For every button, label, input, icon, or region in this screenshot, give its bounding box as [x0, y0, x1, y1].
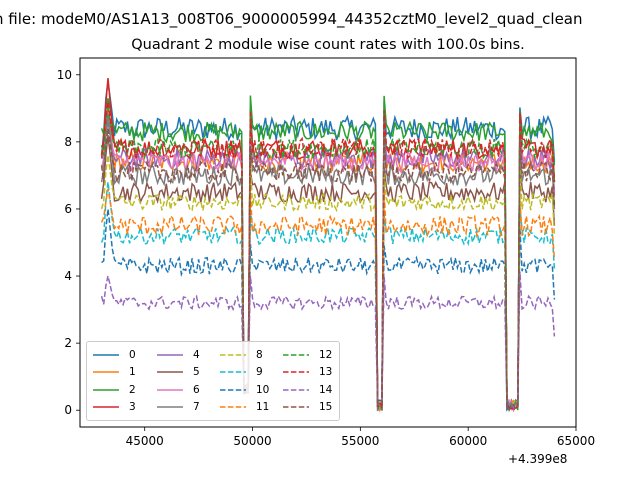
legend-label: 2 [129, 383, 136, 396]
series-line-0 [100, 81, 556, 410]
legend-label: 4 [193, 348, 200, 361]
legend-swatch [220, 354, 246, 356]
legend-entry-15: 15 [283, 399, 332, 417]
legend-entry-9: 9 [220, 364, 269, 382]
legend-swatch [157, 406, 183, 408]
series-line-15 [100, 128, 556, 412]
x-tick-label: 45000 [126, 434, 164, 448]
series-line-5 [100, 135, 556, 411]
series-line-10 [101, 208, 556, 412]
legend-swatch [157, 371, 183, 373]
x-tick-label: 55000 [341, 434, 379, 448]
y-tick-label: 6 [64, 202, 72, 216]
legend-swatch [157, 389, 183, 391]
legend-label: 11 [256, 401, 270, 414]
legend-entry-8: 8 [220, 346, 269, 364]
legend-swatch [93, 406, 119, 408]
legend-swatch [283, 354, 309, 356]
legend-entry-0: 0 [93, 346, 136, 364]
chart-title: Quadrant 2 module wise count rates with … [131, 37, 525, 53]
legend-swatch [93, 371, 119, 373]
legend-swatch [157, 354, 183, 356]
legend-label: 1 [129, 366, 136, 379]
x-tick-label: 60000 [449, 434, 487, 448]
legend-label: 14 [319, 383, 333, 396]
chart-legend: 0 1 2 3 4 5 6 7 8 9 10 11 12 13 14 15 [86, 341, 340, 421]
series-line-12 [100, 108, 556, 411]
legend-entry-12: 12 [283, 346, 332, 364]
legend-swatch [220, 371, 246, 373]
x-axis-offset-label: +4.399e8 [508, 452, 568, 466]
legend-swatch [93, 389, 119, 391]
legend-entry-6: 6 [157, 381, 200, 399]
legend-entry-13: 13 [283, 364, 332, 382]
legend-entry-10: 10 [220, 381, 269, 399]
legend-swatch [283, 389, 309, 391]
legend-entry-4: 4 [157, 346, 200, 364]
legend-column: 12 13 14 15 [283, 346, 332, 416]
series-line-13 [100, 101, 556, 411]
y-tick-label: 8 [64, 135, 72, 149]
y-tick-label: 10 [57, 68, 72, 82]
legend-swatch [283, 406, 309, 408]
legend-label: 3 [129, 401, 136, 414]
legend-label: 6 [193, 383, 200, 396]
legend-label: 0 [129, 348, 136, 361]
legend-swatch [93, 354, 119, 356]
legend-label: 5 [193, 366, 200, 379]
legend-entry-1: 1 [93, 364, 136, 382]
legend-column: 8 9 10 11 [220, 346, 269, 416]
legend-swatch [220, 406, 246, 408]
legend-swatch [220, 389, 246, 391]
legend-label: 8 [256, 348, 263, 361]
series-line-8 [100, 155, 556, 411]
series-line-2 [100, 95, 556, 411]
legend-entry-5: 5 [157, 364, 200, 382]
series-layer [100, 78, 556, 413]
x-tick-label: 65000 [557, 434, 595, 448]
series-line-14 [100, 271, 556, 412]
legend-entry-7: 7 [157, 399, 200, 417]
legend-label: 13 [319, 366, 333, 379]
y-tick-label: 0 [64, 403, 72, 417]
legend-label: 9 [256, 366, 263, 379]
x-tick-label: 50000 [233, 434, 271, 448]
legend-column: 0 1 2 3 [93, 346, 136, 416]
plot-frame [79, 57, 577, 428]
series-line-7 [100, 114, 556, 413]
legend-label: 15 [319, 401, 333, 414]
legend-label: 10 [256, 383, 270, 396]
legend-column: 4 5 6 7 [157, 346, 200, 416]
legend-entry-14: 14 [283, 381, 332, 399]
y-tick-label: 2 [64, 336, 72, 350]
legend-entry-11: 11 [220, 399, 269, 417]
series-line-9 [100, 182, 556, 412]
legend-entry-2: 2 [93, 381, 136, 399]
legend-label: 7 [193, 401, 200, 414]
y-tick-label: 4 [64, 269, 72, 283]
legend-label: 12 [319, 348, 333, 361]
legend-swatch [283, 371, 309, 373]
legend-entry-3: 3 [93, 399, 136, 417]
series-line-11 [100, 188, 556, 413]
